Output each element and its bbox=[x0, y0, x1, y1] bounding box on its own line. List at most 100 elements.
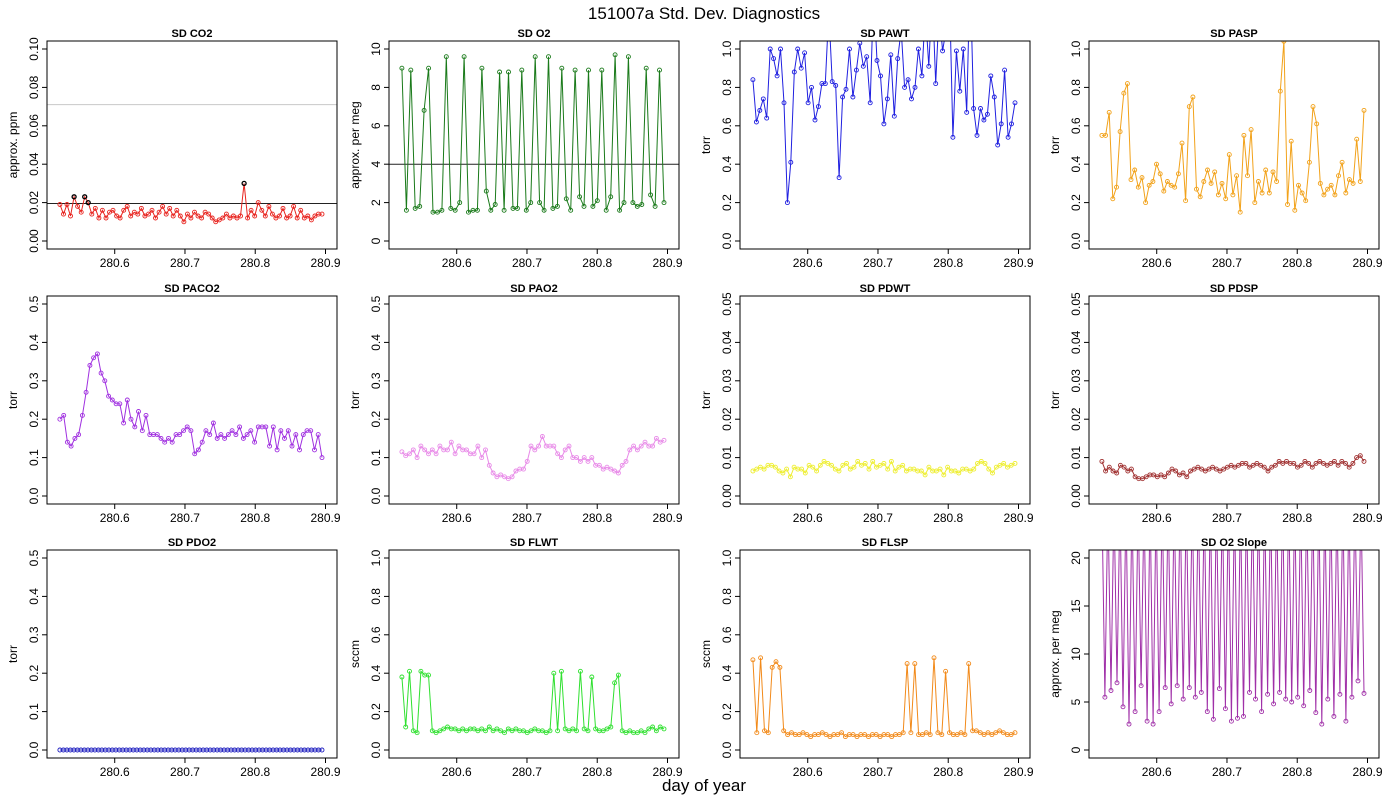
data-point bbox=[1168, 182, 1174, 188]
data-point bbox=[121, 420, 127, 426]
data-point bbox=[926, 63, 932, 69]
plot-frame bbox=[388, 40, 680, 250]
data-point bbox=[475, 728, 481, 734]
data-point bbox=[177, 213, 183, 219]
y-tick-label: 0.8 bbox=[1069, 79, 1083, 96]
data-point bbox=[1192, 694, 1198, 700]
data-point bbox=[519, 67, 525, 73]
y-tick-label: 0.00 bbox=[720, 484, 734, 508]
data-point bbox=[57, 416, 63, 422]
y-tick-label: 0.2 bbox=[1069, 194, 1083, 211]
data-point bbox=[1150, 721, 1156, 727]
data-point bbox=[200, 747, 206, 753]
data-point bbox=[301, 215, 307, 221]
data-point bbox=[445, 447, 450, 453]
data-point bbox=[612, 680, 618, 686]
data-point bbox=[232, 747, 238, 753]
data-point bbox=[87, 362, 93, 368]
data-point bbox=[1196, 498, 1200, 502]
data-point bbox=[249, 747, 255, 753]
data-point bbox=[399, 65, 405, 71]
data-point bbox=[850, 94, 856, 100]
data-point bbox=[577, 668, 583, 674]
data-point bbox=[1124, 498, 1128, 502]
data-point bbox=[1324, 462, 1330, 468]
x-tick-label: 280.7 bbox=[863, 511, 893, 525]
data-point bbox=[437, 443, 443, 449]
data-point bbox=[238, 213, 243, 219]
x-tick-label: 280.9 bbox=[310, 511, 340, 525]
data-point bbox=[764, 115, 770, 121]
data-point bbox=[1008, 732, 1014, 738]
data-point bbox=[259, 207, 265, 213]
data-point bbox=[403, 724, 409, 730]
x-tick-label: 280.7 bbox=[512, 256, 542, 270]
series-line bbox=[59, 352, 323, 458]
data-point bbox=[439, 207, 445, 213]
data-point bbox=[1164, 179, 1170, 184]
series-line bbox=[401, 54, 665, 213]
x-tick-label: 280.9 bbox=[1352, 256, 1382, 270]
data-point bbox=[566, 443, 572, 449]
data-point bbox=[785, 732, 791, 738]
data-point bbox=[222, 435, 228, 441]
y-tick-label: 0.02 bbox=[720, 407, 734, 431]
data-point bbox=[547, 728, 553, 734]
x-tick-label: 280.7 bbox=[170, 765, 200, 779]
data-point bbox=[896, 732, 902, 738]
data-point bbox=[615, 672, 621, 678]
data-point bbox=[823, 732, 829, 738]
data-point bbox=[1284, 458, 1289, 464]
data-point bbox=[908, 730, 914, 736]
data-point bbox=[612, 468, 618, 474]
data-point bbox=[225, 747, 231, 753]
data-point bbox=[193, 747, 199, 753]
data-point bbox=[1270, 169, 1276, 175]
data-point bbox=[471, 451, 477, 457]
data-point bbox=[429, 447, 435, 453]
data-point bbox=[414, 730, 420, 736]
data-point bbox=[513, 726, 519, 732]
data-point bbox=[1346, 177, 1352, 183]
data-point bbox=[817, 462, 823, 468]
data-point bbox=[639, 202, 645, 207]
data-point bbox=[920, 732, 925, 738]
data-point bbox=[986, 466, 992, 472]
data-point bbox=[958, 730, 964, 736]
data-point bbox=[1292, 207, 1298, 213]
data-point bbox=[1314, 121, 1320, 127]
data-point bbox=[572, 67, 578, 73]
data-point bbox=[302, 747, 307, 753]
data-point bbox=[559, 65, 565, 71]
data-point bbox=[619, 728, 625, 734]
data-point bbox=[94, 351, 100, 357]
plot-frame bbox=[1088, 40, 1380, 250]
x-tick-label: 280.9 bbox=[1003, 511, 1033, 525]
plot-frame bbox=[46, 40, 338, 250]
data-point bbox=[847, 466, 853, 472]
data-point bbox=[1295, 694, 1301, 700]
data-point bbox=[1247, 689, 1252, 695]
data-point bbox=[528, 728, 534, 734]
data-point bbox=[657, 724, 663, 730]
data-point bbox=[1230, 192, 1236, 198]
data-point bbox=[978, 458, 984, 464]
data-point bbox=[562, 447, 568, 453]
data-point bbox=[1184, 498, 1188, 502]
data-point bbox=[1188, 468, 1193, 474]
panel-title: SD O2 Slope bbox=[1201, 537, 1267, 549]
data-point bbox=[242, 747, 248, 753]
data-point bbox=[888, 458, 894, 464]
data-point bbox=[997, 728, 1003, 734]
data-point bbox=[294, 215, 300, 221]
data-point bbox=[808, 734, 814, 740]
data-point bbox=[558, 668, 564, 674]
data-point bbox=[1226, 498, 1230, 502]
data-point bbox=[146, 211, 151, 217]
data-point bbox=[1012, 100, 1018, 106]
data-point bbox=[885, 466, 891, 472]
y-axis-label: torr bbox=[699, 391, 713, 409]
data-point bbox=[1118, 498, 1122, 502]
data-point bbox=[407, 451, 412, 457]
data-point bbox=[270, 424, 276, 430]
